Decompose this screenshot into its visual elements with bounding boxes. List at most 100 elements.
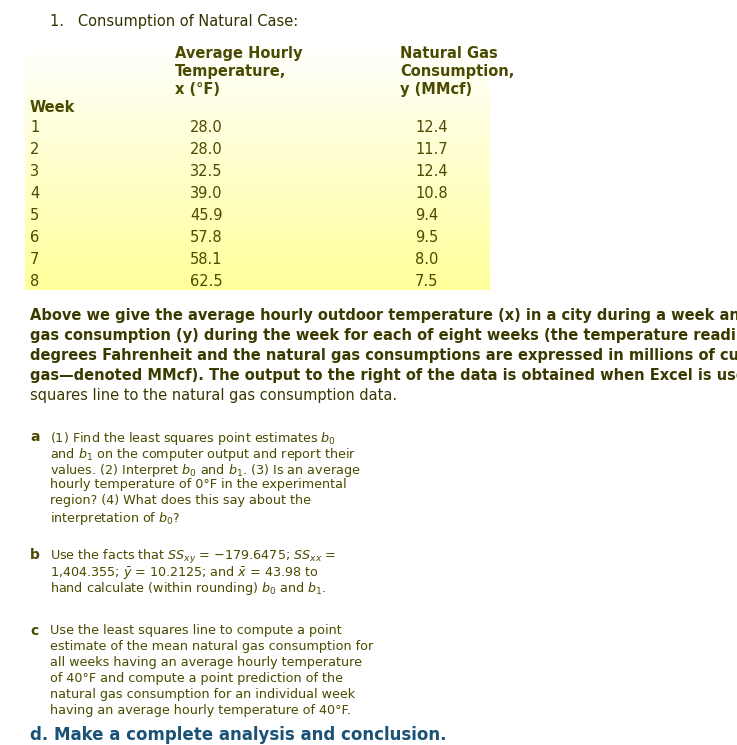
Polygon shape bbox=[25, 250, 490, 253]
Polygon shape bbox=[25, 280, 490, 282]
Polygon shape bbox=[25, 116, 490, 119]
Polygon shape bbox=[25, 213, 490, 215]
Polygon shape bbox=[25, 42, 490, 45]
Text: 7.5: 7.5 bbox=[415, 274, 439, 289]
Polygon shape bbox=[25, 253, 490, 256]
Text: estimate of the mean natural gas consumption for: estimate of the mean natural gas consump… bbox=[50, 640, 373, 653]
Text: Use the facts that $SS_{xy}$ = −179.6475; $SS_{xx}$ =: Use the facts that $SS_{xy}$ = −179.6475… bbox=[50, 548, 336, 566]
Text: 8.0: 8.0 bbox=[415, 252, 439, 267]
Polygon shape bbox=[25, 79, 490, 82]
Polygon shape bbox=[25, 206, 490, 208]
Text: b: b bbox=[30, 548, 40, 562]
Polygon shape bbox=[25, 149, 490, 151]
Polygon shape bbox=[25, 228, 490, 230]
Polygon shape bbox=[25, 156, 490, 159]
Text: 62.5: 62.5 bbox=[190, 274, 223, 289]
Polygon shape bbox=[25, 193, 490, 196]
Polygon shape bbox=[25, 97, 490, 99]
Polygon shape bbox=[25, 67, 490, 69]
Text: 1,404.355; $\bar{y}$ = 10.2125; and $\bar{x}$ = 43.98 to: 1,404.355; $\bar{y}$ = 10.2125; and $\ba… bbox=[50, 564, 319, 581]
Text: 2: 2 bbox=[30, 142, 39, 157]
Text: Temperature,: Temperature, bbox=[175, 64, 287, 79]
Polygon shape bbox=[25, 265, 490, 267]
Polygon shape bbox=[25, 146, 490, 149]
Text: squares line to the natural gas consumption data.: squares line to the natural gas consumpt… bbox=[30, 388, 397, 403]
Polygon shape bbox=[25, 186, 490, 188]
Polygon shape bbox=[25, 163, 490, 166]
Polygon shape bbox=[25, 181, 490, 183]
Polygon shape bbox=[25, 54, 490, 57]
Polygon shape bbox=[25, 86, 490, 89]
Text: Week: Week bbox=[30, 100, 75, 115]
Polygon shape bbox=[25, 89, 490, 92]
Polygon shape bbox=[25, 94, 490, 97]
Polygon shape bbox=[25, 233, 490, 235]
Polygon shape bbox=[25, 243, 490, 245]
Polygon shape bbox=[25, 57, 490, 60]
Polygon shape bbox=[25, 153, 490, 156]
Text: 6: 6 bbox=[30, 230, 39, 245]
Polygon shape bbox=[25, 178, 490, 181]
Polygon shape bbox=[25, 101, 490, 104]
Polygon shape bbox=[25, 196, 490, 198]
Polygon shape bbox=[25, 60, 490, 62]
Polygon shape bbox=[25, 198, 490, 200]
Polygon shape bbox=[25, 52, 490, 54]
Polygon shape bbox=[25, 241, 490, 243]
Polygon shape bbox=[25, 285, 490, 288]
Polygon shape bbox=[25, 188, 490, 191]
Polygon shape bbox=[25, 174, 490, 176]
Polygon shape bbox=[25, 127, 490, 129]
Polygon shape bbox=[25, 84, 490, 86]
Polygon shape bbox=[25, 275, 490, 278]
Text: having an average hourly temperature of 40°F.: having an average hourly temperature of … bbox=[50, 704, 351, 717]
Polygon shape bbox=[25, 104, 490, 107]
Polygon shape bbox=[25, 142, 490, 144]
Text: x (°F): x (°F) bbox=[175, 82, 220, 97]
Polygon shape bbox=[25, 131, 490, 134]
Polygon shape bbox=[25, 124, 490, 127]
Polygon shape bbox=[25, 273, 490, 275]
Text: all weeks having an average hourly temperature: all weeks having an average hourly tempe… bbox=[50, 656, 362, 669]
Polygon shape bbox=[25, 136, 490, 139]
Polygon shape bbox=[25, 288, 490, 290]
Text: hand calculate (within rounding) $b_0$ and $b_1$.: hand calculate (within rounding) $b_0$ a… bbox=[50, 580, 326, 597]
Polygon shape bbox=[25, 221, 490, 223]
Text: Average Hourly: Average Hourly bbox=[175, 46, 302, 61]
Polygon shape bbox=[25, 256, 490, 258]
Text: 45.9: 45.9 bbox=[190, 208, 223, 223]
Text: 28.0: 28.0 bbox=[190, 142, 223, 157]
Text: gas consumption (y) during the week for each of eight weeks (the temperature rea: gas consumption (y) during the week for … bbox=[30, 328, 737, 343]
Text: of 40°F and compute a point prediction of the: of 40°F and compute a point prediction o… bbox=[50, 672, 343, 685]
Polygon shape bbox=[25, 144, 490, 146]
Polygon shape bbox=[25, 69, 490, 72]
Polygon shape bbox=[25, 245, 490, 248]
Polygon shape bbox=[25, 267, 490, 270]
Text: 8: 8 bbox=[30, 274, 39, 289]
Polygon shape bbox=[25, 166, 490, 168]
Text: Use the least squares line to compute a point: Use the least squares line to compute a … bbox=[50, 624, 342, 637]
Text: and $b_1$ on the computer output and report their: and $b_1$ on the computer output and rep… bbox=[50, 446, 356, 463]
Polygon shape bbox=[25, 200, 490, 203]
Polygon shape bbox=[25, 114, 490, 116]
Text: hourly temperature of 0°F in the experimental: hourly temperature of 0°F in the experim… bbox=[50, 478, 346, 491]
Text: 1.   Consumption of Natural Case:: 1. Consumption of Natural Case: bbox=[50, 14, 298, 29]
Polygon shape bbox=[25, 238, 490, 241]
Text: 10.8: 10.8 bbox=[415, 186, 447, 201]
Text: 4: 4 bbox=[30, 186, 39, 201]
Polygon shape bbox=[25, 208, 490, 211]
Polygon shape bbox=[25, 215, 490, 218]
Polygon shape bbox=[25, 183, 490, 186]
Polygon shape bbox=[25, 171, 490, 174]
Polygon shape bbox=[25, 82, 490, 84]
Text: Above we give the average hourly outdoor temperature (x) in a city during a week: Above we give the average hourly outdoor… bbox=[30, 308, 737, 323]
Text: interpretation of $b_0$?: interpretation of $b_0$? bbox=[50, 510, 181, 527]
Polygon shape bbox=[25, 161, 490, 163]
Text: natural gas consumption for an individual week: natural gas consumption for an individua… bbox=[50, 688, 355, 701]
Polygon shape bbox=[25, 45, 490, 47]
Text: 11.7: 11.7 bbox=[415, 142, 447, 157]
Text: Consumption,: Consumption, bbox=[400, 64, 514, 79]
Text: 9.5: 9.5 bbox=[415, 230, 439, 245]
Polygon shape bbox=[25, 203, 490, 206]
Text: Natural Gas: Natural Gas bbox=[400, 46, 497, 61]
